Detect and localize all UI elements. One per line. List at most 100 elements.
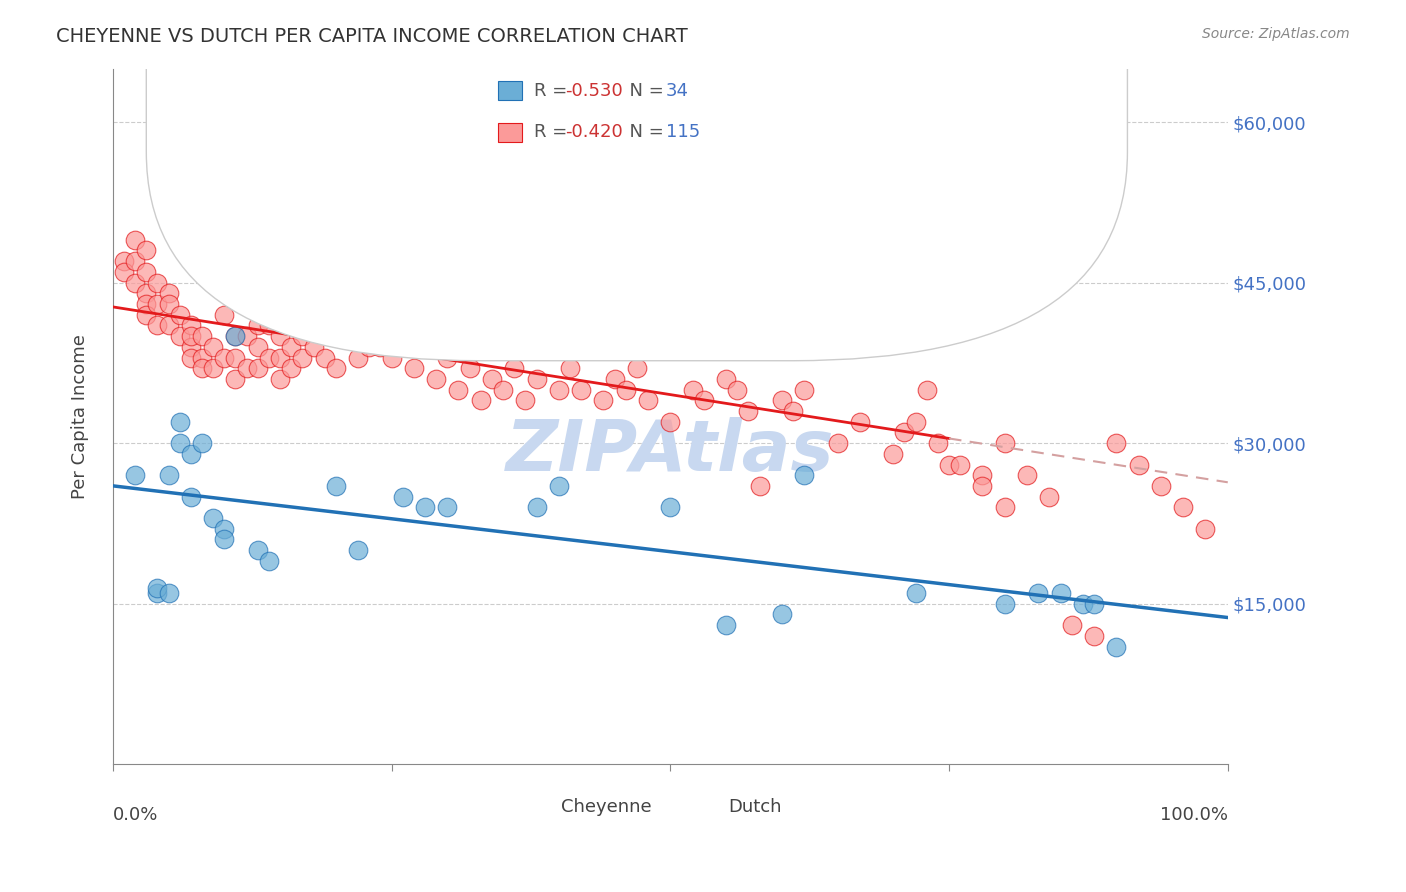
Y-axis label: Per Capita Income: Per Capita Income	[72, 334, 89, 499]
Point	[938, 458, 960, 472]
Point	[447, 383, 470, 397]
Text: Dutch: Dutch	[728, 797, 782, 815]
Point	[893, 425, 915, 440]
Text: -0.530: -0.530	[565, 81, 623, 100]
Point	[214, 308, 236, 322]
Point	[180, 351, 202, 365]
Point	[347, 351, 370, 365]
Point	[157, 297, 180, 311]
Point	[436, 500, 458, 515]
Point	[347, 297, 370, 311]
Point	[770, 393, 793, 408]
Point	[191, 351, 214, 365]
Point	[224, 372, 246, 386]
Point	[214, 351, 236, 365]
Point	[135, 244, 157, 258]
Point	[146, 581, 169, 595]
Point	[269, 329, 291, 343]
Point	[915, 383, 938, 397]
Point	[972, 468, 994, 483]
Point	[269, 372, 291, 386]
Point	[391, 329, 413, 343]
Point	[1083, 597, 1105, 611]
Point	[949, 458, 972, 472]
Point	[291, 329, 314, 343]
Point	[370, 340, 392, 354]
Point	[202, 361, 225, 376]
Point	[547, 479, 569, 493]
Point	[169, 308, 191, 322]
Point	[157, 286, 180, 301]
Point	[770, 201, 793, 215]
Point	[112, 254, 135, 268]
Point	[526, 500, 548, 515]
Point	[381, 351, 404, 365]
Point	[849, 169, 872, 183]
Point	[470, 393, 492, 408]
Point	[391, 490, 413, 504]
Point	[157, 468, 180, 483]
Point	[714, 618, 737, 632]
Point	[112, 265, 135, 279]
Point	[413, 500, 436, 515]
Point	[257, 318, 280, 333]
Point	[1071, 597, 1094, 611]
Text: ZIPAtlas: ZIPAtlas	[506, 417, 835, 485]
Point	[1194, 522, 1216, 536]
Point	[1083, 629, 1105, 643]
Point	[1173, 500, 1195, 515]
Point	[782, 404, 804, 418]
Point	[246, 318, 269, 333]
Point	[214, 522, 236, 536]
Point	[927, 436, 949, 450]
Point	[157, 586, 180, 600]
Point	[314, 351, 336, 365]
Text: R =: R =	[534, 123, 574, 141]
Point	[235, 329, 257, 343]
FancyBboxPatch shape	[526, 797, 550, 816]
Point	[402, 361, 425, 376]
Point	[135, 297, 157, 311]
Point	[1049, 586, 1071, 600]
Point	[146, 586, 169, 600]
FancyBboxPatch shape	[498, 122, 522, 142]
Point	[1128, 458, 1150, 472]
Text: -0.420: -0.420	[565, 123, 623, 141]
Text: Cheyenne: Cheyenne	[561, 797, 651, 815]
Point	[325, 479, 347, 493]
Point	[257, 351, 280, 365]
Point	[180, 329, 202, 343]
Point	[169, 329, 191, 343]
Point	[157, 318, 180, 333]
Point	[146, 276, 169, 290]
Text: 34: 34	[666, 81, 689, 100]
Point	[827, 190, 849, 204]
Point	[325, 361, 347, 376]
Point	[191, 329, 214, 343]
Point	[413, 340, 436, 354]
FancyBboxPatch shape	[693, 797, 717, 816]
Point	[1105, 436, 1128, 450]
Point	[659, 500, 682, 515]
Text: Source: ZipAtlas.com: Source: ZipAtlas.com	[1202, 27, 1350, 41]
Point	[425, 372, 447, 386]
Point	[280, 340, 302, 354]
Point	[515, 393, 537, 408]
Point	[191, 361, 214, 376]
Point	[626, 361, 648, 376]
Point	[827, 436, 849, 450]
Point	[180, 447, 202, 461]
Point	[682, 383, 704, 397]
Point	[592, 393, 614, 408]
Text: 0.0%: 0.0%	[112, 806, 159, 824]
Point	[904, 415, 927, 429]
Text: N =: N =	[617, 81, 669, 100]
Point	[458, 361, 481, 376]
Point	[637, 393, 659, 408]
Text: CHEYENNE VS DUTCH PER CAPITA INCOME CORRELATION CHART: CHEYENNE VS DUTCH PER CAPITA INCOME CORR…	[56, 27, 688, 45]
Point	[793, 383, 815, 397]
Point	[737, 404, 759, 418]
Point	[793, 468, 815, 483]
Point	[257, 554, 280, 568]
Point	[714, 372, 737, 386]
